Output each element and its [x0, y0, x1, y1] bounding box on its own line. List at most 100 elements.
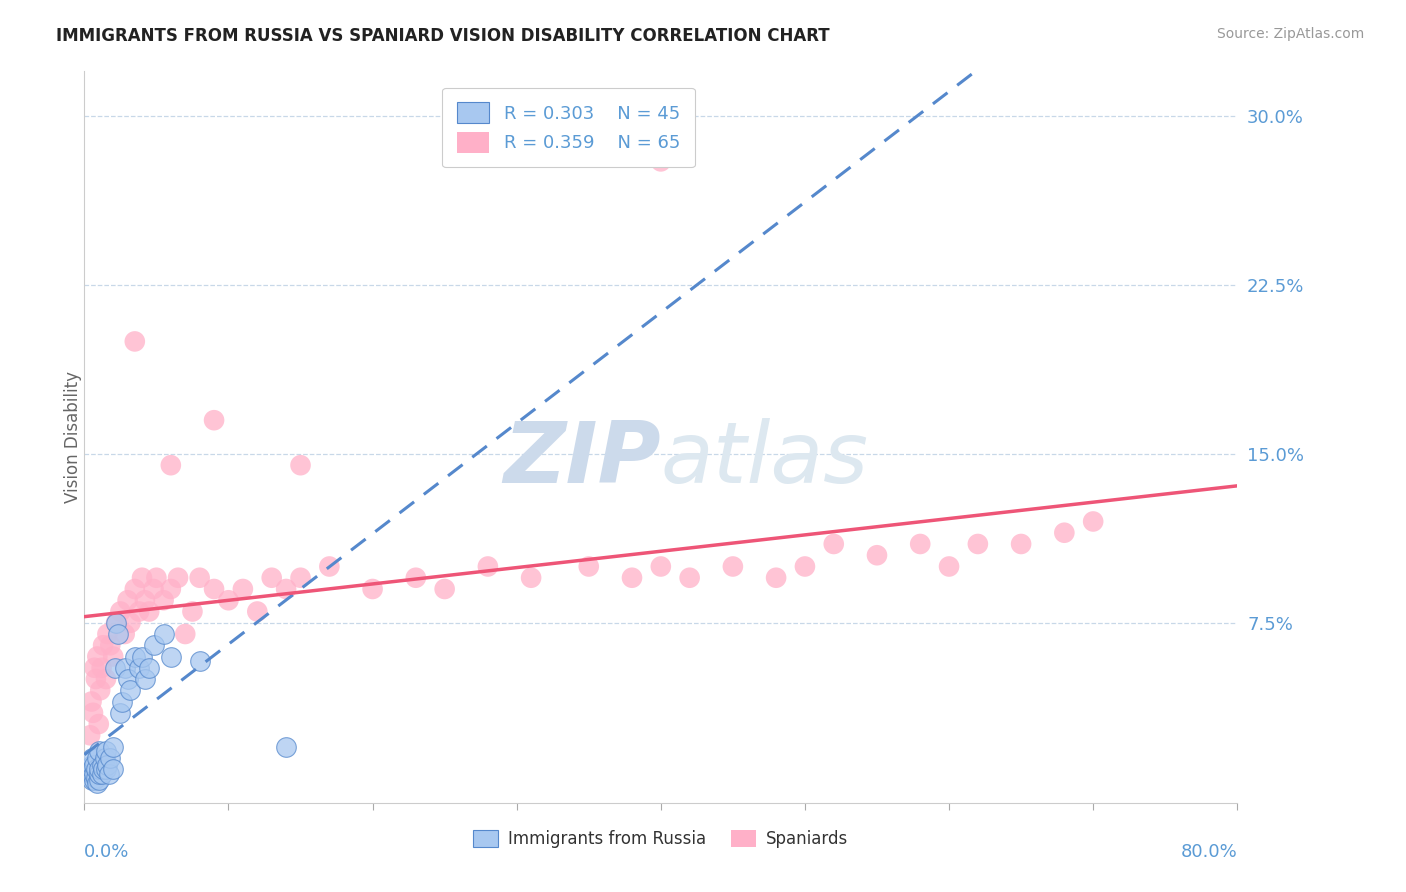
Point	[98, 638, 121, 652]
Point	[160, 582, 183, 596]
Point	[134, 672, 156, 686]
Point	[80, 762, 103, 776]
Point	[124, 649, 146, 664]
Point	[114, 661, 136, 675]
Point	[128, 605, 150, 619]
Point	[80, 694, 103, 708]
Point	[86, 751, 108, 765]
Text: Source: ZipAtlas.com: Source: ZipAtlas.com	[1216, 27, 1364, 41]
Point	[94, 672, 117, 686]
Point	[650, 154, 672, 169]
Point	[80, 766, 103, 780]
Point	[90, 661, 112, 675]
Point	[1010, 537, 1032, 551]
Point	[83, 757, 105, 772]
Point	[361, 582, 384, 596]
Y-axis label: Vision Disability: Vision Disability	[65, 371, 82, 503]
Point	[117, 672, 139, 686]
Point	[90, 766, 112, 780]
Point	[142, 582, 165, 596]
Point	[131, 649, 153, 664]
Point	[89, 683, 111, 698]
Point	[160, 649, 183, 664]
Point	[260, 571, 283, 585]
Point	[98, 751, 121, 765]
Point	[1053, 525, 1076, 540]
Point	[87, 766, 110, 780]
Point	[87, 744, 110, 758]
Point	[117, 593, 139, 607]
Point	[90, 757, 112, 772]
Point	[103, 649, 124, 664]
Point	[82, 706, 104, 720]
Point	[87, 762, 110, 776]
Point	[138, 605, 160, 619]
Point	[794, 559, 817, 574]
Point	[91, 638, 114, 652]
Point	[477, 559, 499, 574]
Point	[110, 706, 132, 720]
Point	[823, 537, 845, 551]
Point	[105, 615, 128, 630]
Point	[232, 582, 254, 596]
Point	[86, 775, 108, 789]
Point	[120, 615, 142, 630]
Text: ZIP: ZIP	[503, 417, 661, 500]
Point	[290, 571, 312, 585]
Point	[124, 334, 146, 349]
Point	[83, 661, 105, 675]
Point	[84, 762, 107, 776]
Point	[938, 559, 960, 574]
Point	[110, 605, 132, 619]
Point	[103, 739, 124, 754]
Point	[138, 661, 160, 675]
Point	[96, 757, 118, 772]
Point	[181, 605, 204, 619]
Point	[246, 605, 269, 619]
Point	[160, 458, 183, 473]
Point	[80, 773, 103, 788]
Point	[104, 661, 127, 675]
Point	[124, 582, 146, 596]
Point	[120, 683, 142, 698]
Point	[152, 627, 174, 641]
Point	[142, 638, 165, 652]
Point	[134, 593, 156, 607]
Text: 0.0%: 0.0%	[84, 843, 129, 861]
Point	[152, 593, 174, 607]
Point	[765, 571, 787, 585]
Point	[111, 694, 134, 708]
Point	[520, 571, 543, 585]
Point	[114, 627, 136, 641]
Point	[84, 672, 107, 686]
Point	[87, 717, 110, 731]
Point	[167, 571, 190, 585]
Text: atlas: atlas	[661, 417, 869, 500]
Point	[93, 751, 115, 765]
Point	[83, 773, 105, 788]
Point	[910, 537, 932, 551]
Point	[103, 762, 124, 776]
Point	[174, 627, 197, 641]
Point	[650, 559, 672, 574]
Point	[188, 654, 211, 668]
Point	[218, 593, 240, 607]
Point	[679, 571, 702, 585]
Text: IMMIGRANTS FROM RUSSIA VS SPANIARD VISION DISABILITY CORRELATION CHART: IMMIGRANTS FROM RUSSIA VS SPANIARD VISIO…	[56, 27, 830, 45]
Point	[405, 571, 427, 585]
Point	[94, 762, 117, 776]
Point	[80, 751, 103, 765]
Point	[84, 771, 107, 785]
Point	[967, 537, 990, 551]
Point	[188, 571, 211, 585]
Point	[80, 757, 103, 772]
Point	[79, 728, 101, 742]
Point	[621, 571, 644, 585]
Point	[107, 627, 129, 641]
Point	[105, 615, 128, 630]
Point	[1083, 515, 1105, 529]
Point	[202, 413, 225, 427]
Text: 80.0%: 80.0%	[1181, 843, 1237, 861]
Point	[128, 661, 150, 675]
Legend: Immigrants from Russia, Spaniards: Immigrants from Russia, Spaniards	[465, 822, 856, 856]
